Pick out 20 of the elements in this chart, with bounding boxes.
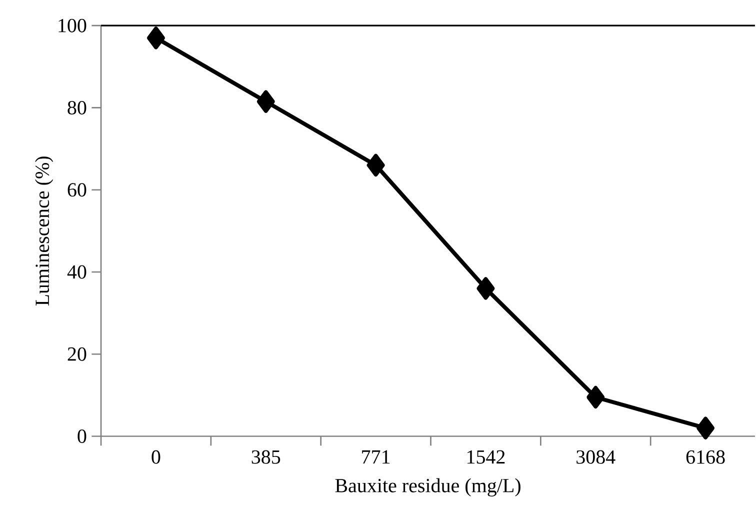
y-tick-label: 40 xyxy=(67,265,86,279)
y-tick-label: 0 xyxy=(78,430,86,443)
y-tick-label: 20 xyxy=(68,347,86,361)
x-tick-label: 771 xyxy=(362,450,390,464)
x-axis-title: Bauxite residue (mg/L) xyxy=(335,478,520,496)
x-tick-label: 385 xyxy=(252,450,280,464)
point xyxy=(256,90,275,113)
point xyxy=(476,277,495,300)
x-tick-label: 1542 xyxy=(467,450,505,464)
x-tick-label: 3084 xyxy=(576,450,616,464)
y-tick-label: 80 xyxy=(68,100,86,114)
x-tick-label: 6168 xyxy=(686,450,725,464)
point xyxy=(696,416,715,440)
point xyxy=(586,386,605,409)
point xyxy=(146,26,165,50)
x-tick-label: 0 xyxy=(152,450,160,464)
y-axis-title: Luminescence (%) xyxy=(35,156,54,306)
point xyxy=(366,154,385,177)
y-tick-label: 100 xyxy=(58,18,86,32)
y-tick-label: 60 xyxy=(68,183,86,197)
